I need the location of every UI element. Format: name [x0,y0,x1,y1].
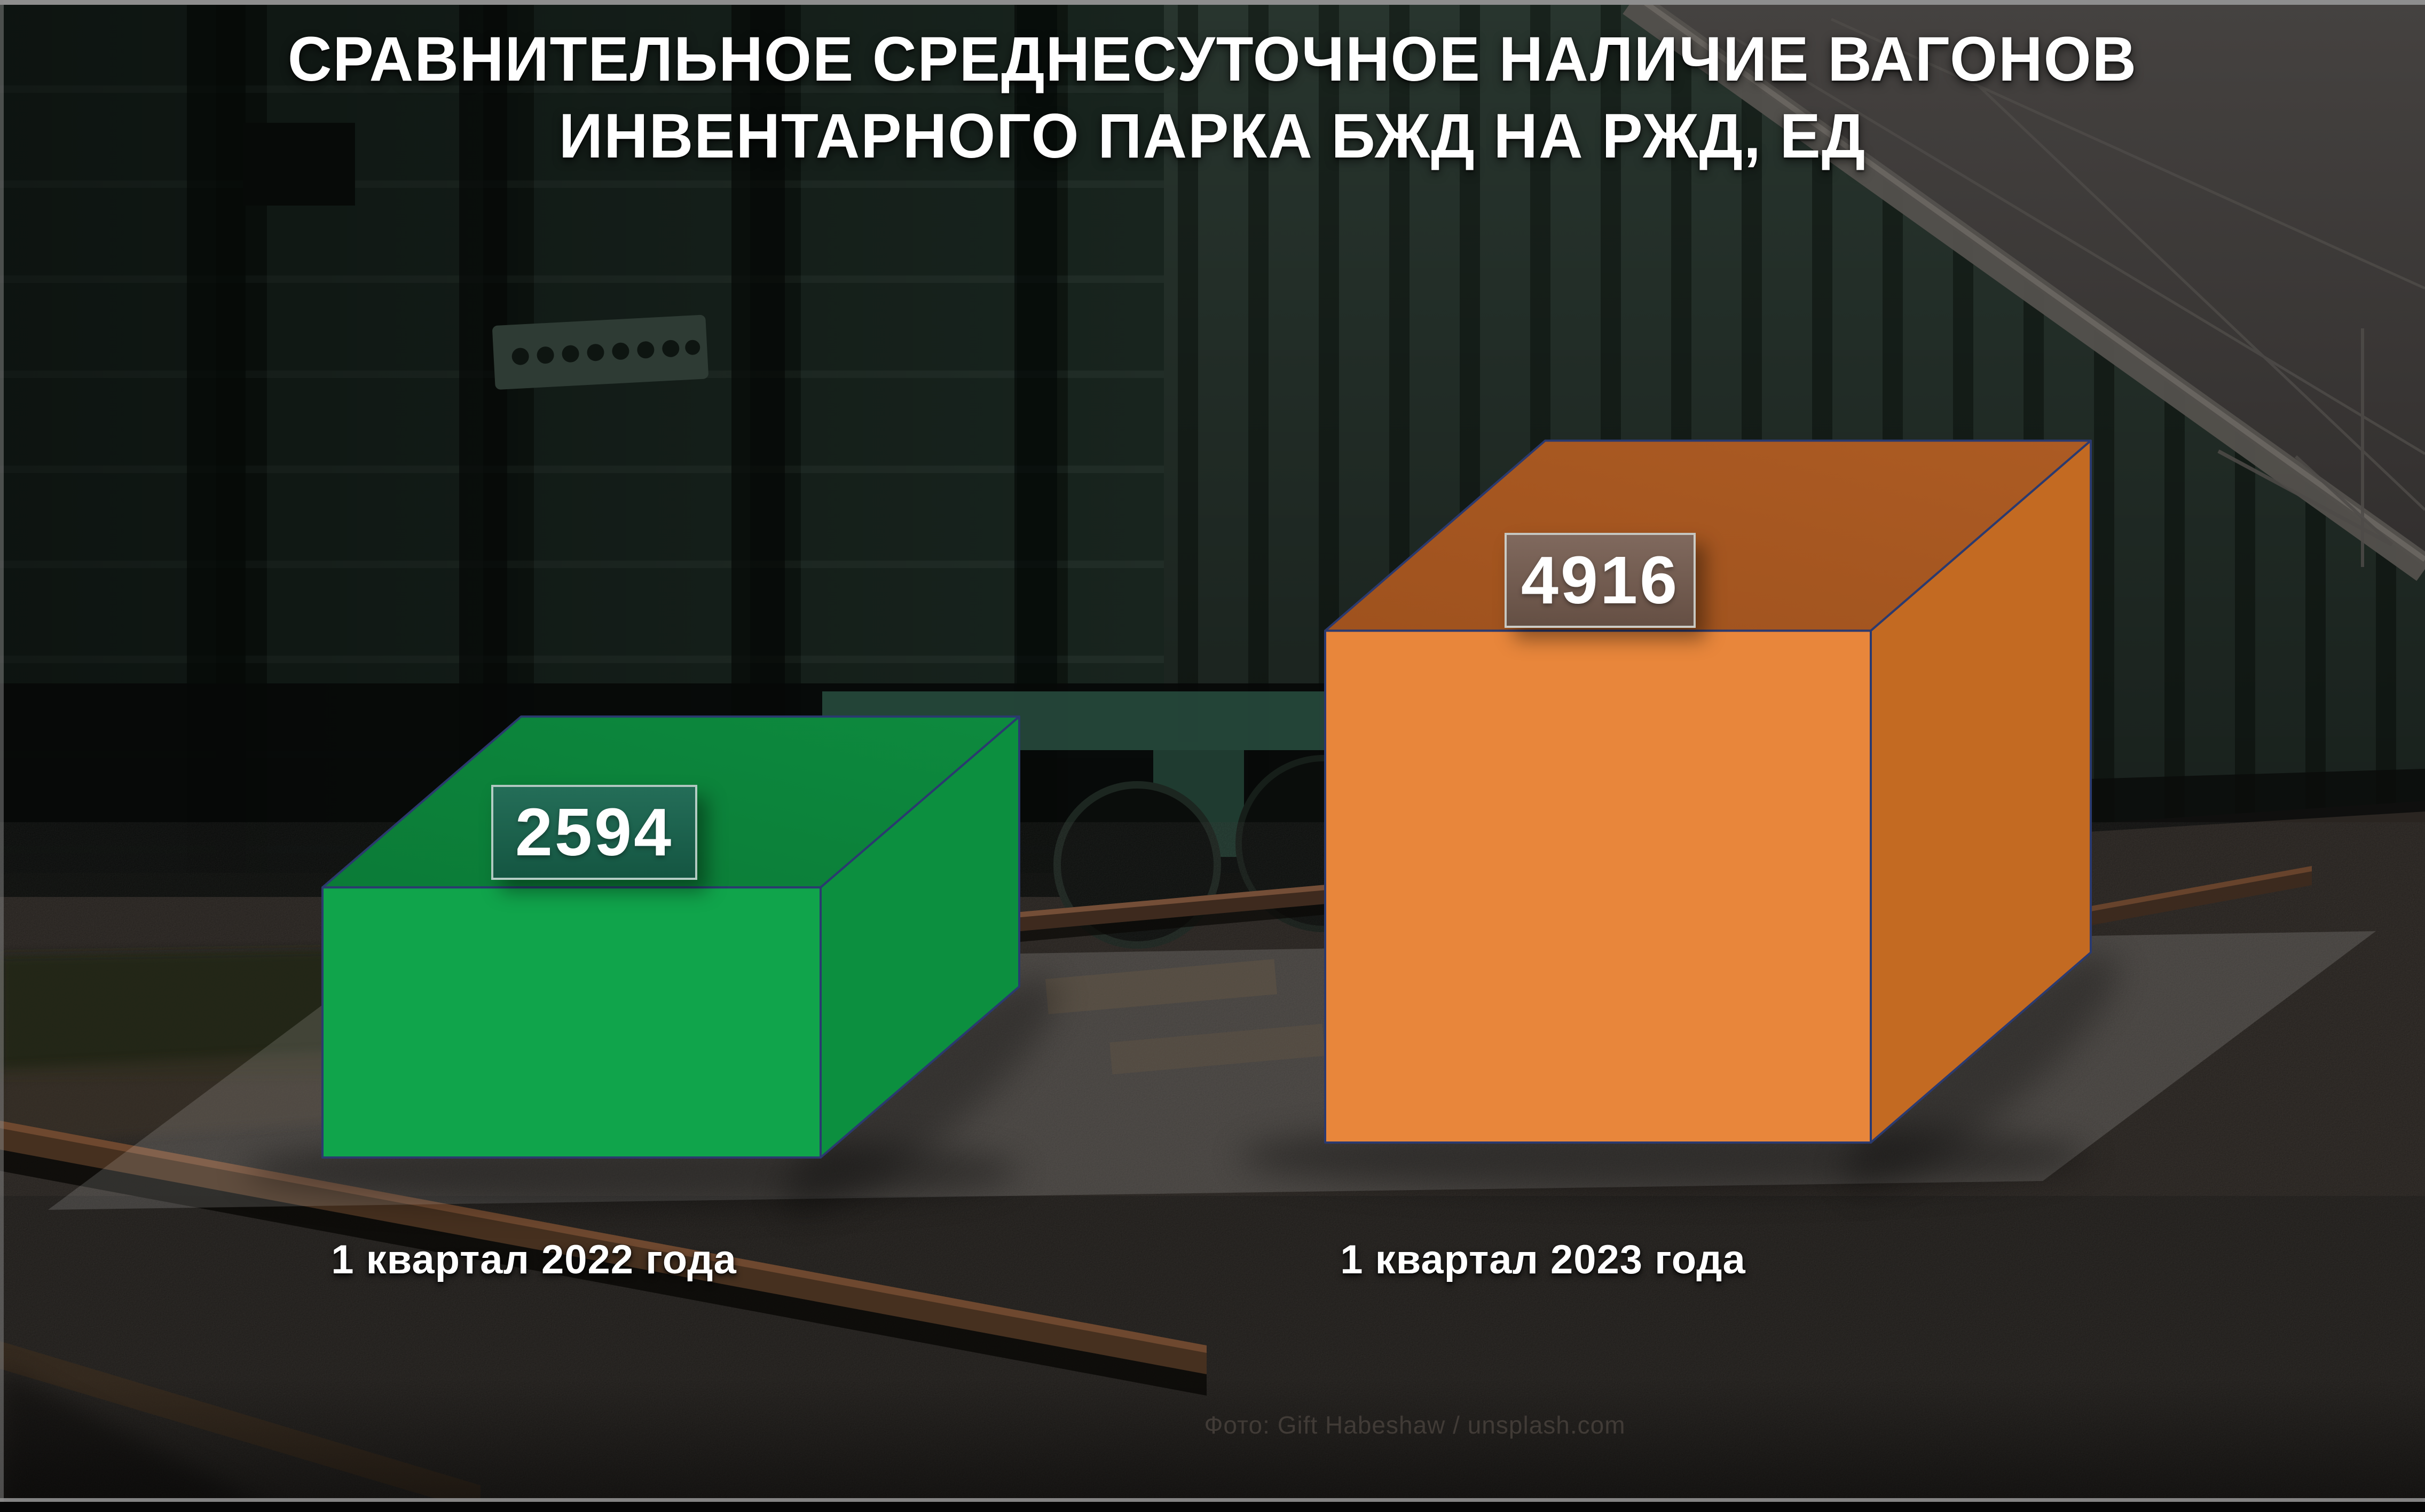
train-roofline [1623,0,2425,581]
catenary-wires [1729,18,2425,567]
train-wagons [0,0,2425,873]
bar-2023-front-face [1324,629,1872,1144]
value-badge-2022: 2594 [491,785,697,880]
value-label-2022: 2594 [515,794,674,870]
category-label-2023: 1 квартал 2023 года [1340,1237,1746,1282]
photo-credit: Фото: Gift Habeshaw / unsplash.com [1204,1411,1626,1439]
bottom-vignette [0,1377,2425,1498]
value-label-2023: 4916 [1521,542,1680,618]
wagon-bracket [243,123,355,206]
chart-title: СРАВНИТЕЛЬНОЕ СРЕДНЕСУТОЧНОЕ НАЛИЧИЕ ВАГ… [0,21,2425,175]
perforated-bar [492,314,708,390]
photo-border-bottom [0,1498,2425,1502]
value-badge-2023: 4916 [1505,533,1696,628]
photo-border-bottom-black [0,1502,2425,1512]
photo-border-top [0,0,2425,5]
sleepers [1045,959,1325,1075]
chart-title-line2: ИНВЕНТАРНОГО ПАРКА БЖД НА РЖД, ЕД [558,100,1867,171]
bar-2022-shadow-side [782,978,1058,1215]
bar-2023-shadow-side [1843,954,2119,1191]
photo-border-left [0,0,4,1512]
chart-title-line1: СРАВНИТЕЛЬНОЕ СРЕДНЕСУТОЧНОЕ НАЛИЧИЕ ВАГ… [287,24,2138,94]
bar-2022-front-face [321,886,822,1159]
category-label-2022: 1 квартал 2022 года [331,1237,737,1282]
